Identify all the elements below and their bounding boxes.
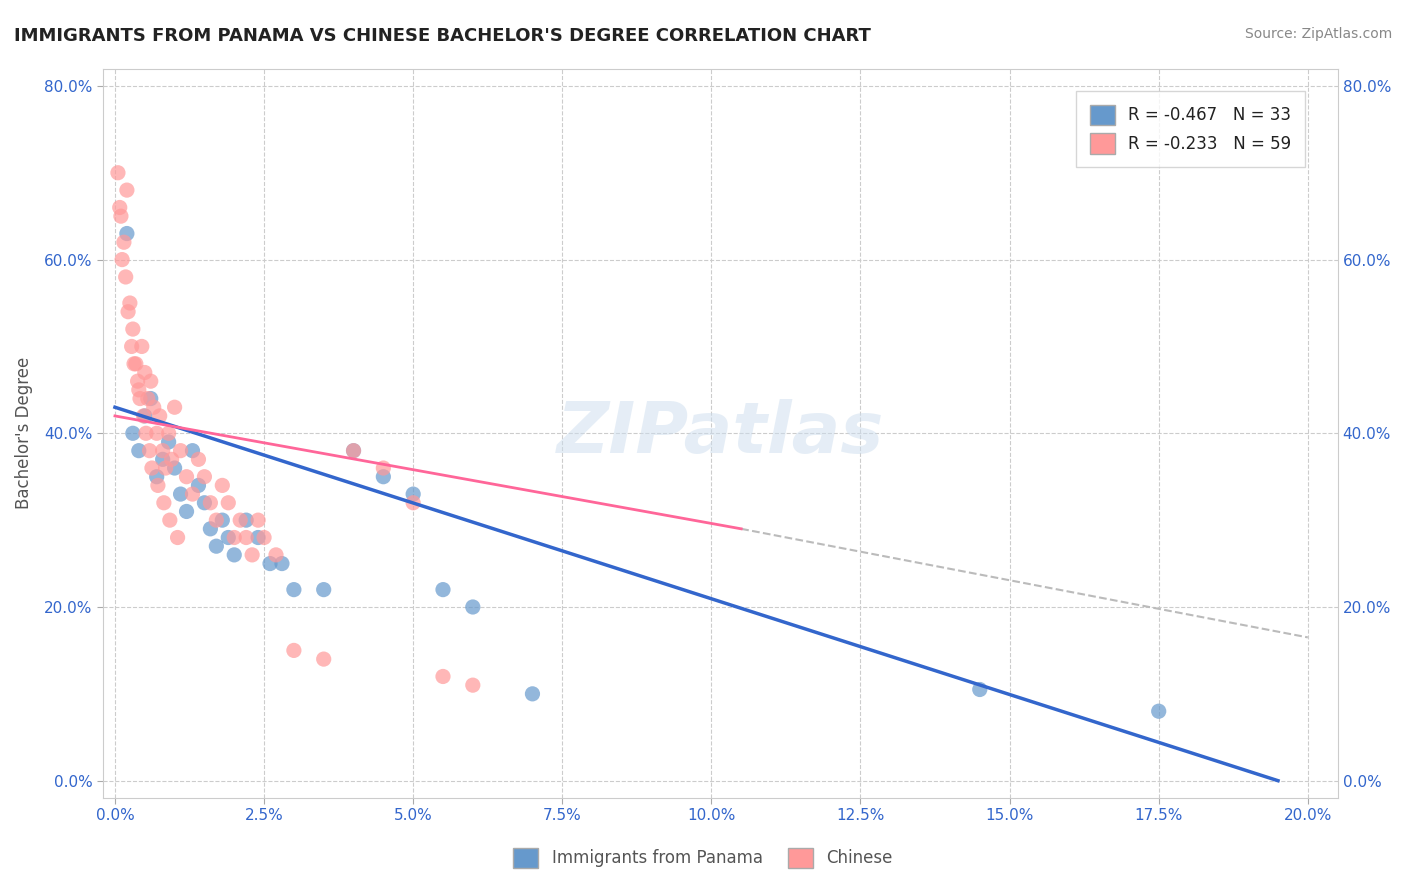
Point (229, 513, 252, 527)
Point (211, 478, 233, 492)
Point (145, 469, 167, 483)
Point (152, 452, 174, 467)
Point (187, 452, 209, 467)
Point (117, 304, 139, 318)
Point (969, 682, 991, 697)
Point (259, 557, 281, 571)
Point (176, 504, 198, 518)
Text: IMMIGRANTS FROM PANAMA VS CHINESE BACHELOR'S DEGREE CORRELATION CHART: IMMIGRANTS FROM PANAMA VS CHINESE BACHEL… (14, 27, 870, 45)
Point (181, 443, 204, 458)
Point (432, 669, 454, 683)
Point (139, 392, 162, 406)
Point (149, 409, 172, 423)
Point (205, 539, 228, 553)
Point (127, 374, 149, 388)
Point (128, 383, 150, 397)
Point (110, 209, 132, 223)
Point (160, 452, 183, 467)
Point (373, 469, 395, 483)
Point (169, 443, 191, 458)
Point (153, 496, 176, 510)
Point (176, 469, 198, 483)
Point (187, 478, 209, 492)
Point (224, 531, 246, 545)
Point (155, 461, 177, 475)
Point (1147, 704, 1170, 718)
Point (247, 531, 270, 545)
Point (264, 548, 287, 562)
Point (131, 339, 153, 353)
Point (157, 426, 180, 441)
Point (134, 366, 156, 380)
Point (152, 443, 174, 458)
Point (107, 166, 129, 180)
Point (111, 252, 134, 267)
Point (121, 339, 143, 353)
Point (139, 374, 162, 388)
Point (169, 487, 191, 501)
Point (193, 496, 215, 510)
Point (146, 478, 169, 492)
Point (136, 392, 159, 406)
Point (129, 392, 152, 406)
Point (122, 357, 145, 371)
Point (342, 443, 364, 458)
Point (200, 496, 222, 510)
Point (166, 531, 188, 545)
Point (121, 322, 143, 336)
Point (128, 443, 150, 458)
Point (205, 513, 228, 527)
Point (125, 357, 148, 371)
Point (522, 687, 544, 701)
Point (115, 227, 138, 241)
Point (253, 531, 276, 545)
Point (402, 496, 425, 510)
Point (108, 201, 131, 215)
Point (373, 461, 395, 475)
Point (283, 582, 305, 597)
Text: Source: ZipAtlas.com: Source: ZipAtlas.com (1244, 27, 1392, 41)
Point (159, 513, 181, 527)
Point (163, 401, 186, 415)
Point (402, 487, 425, 501)
Point (134, 409, 156, 423)
Point (211, 513, 233, 527)
Point (461, 599, 484, 614)
Point (224, 548, 246, 562)
Legend: Immigrants from Panama, Chinese: Immigrants from Panama, Chinese (506, 841, 900, 875)
Point (193, 469, 215, 483)
Point (461, 678, 484, 692)
Point (235, 531, 257, 545)
Point (114, 269, 136, 284)
Point (283, 643, 305, 657)
Point (138, 443, 160, 458)
Point (342, 443, 364, 458)
Point (217, 531, 239, 545)
Point (235, 513, 257, 527)
Point (141, 461, 163, 475)
Point (432, 582, 454, 597)
Point (312, 652, 335, 666)
Point (115, 183, 138, 197)
Point (240, 548, 263, 562)
Point (112, 235, 135, 250)
Y-axis label: Bachelor's Degree: Bachelor's Degree (15, 357, 32, 509)
Point (132, 409, 155, 423)
Legend: R = -0.467   N = 33, R = -0.233   N = 59: R = -0.467 N = 33, R = -0.233 N = 59 (1077, 92, 1305, 167)
Point (312, 582, 335, 597)
Point (181, 487, 204, 501)
Point (135, 426, 157, 441)
Point (118, 296, 141, 310)
Text: ZIPatlas: ZIPatlas (557, 399, 884, 467)
Point (217, 496, 239, 510)
Point (142, 401, 165, 415)
Point (200, 522, 222, 536)
Point (271, 557, 294, 571)
Point (163, 461, 186, 475)
Point (247, 513, 270, 527)
Point (145, 426, 167, 441)
Point (121, 426, 143, 441)
Point (157, 434, 180, 449)
